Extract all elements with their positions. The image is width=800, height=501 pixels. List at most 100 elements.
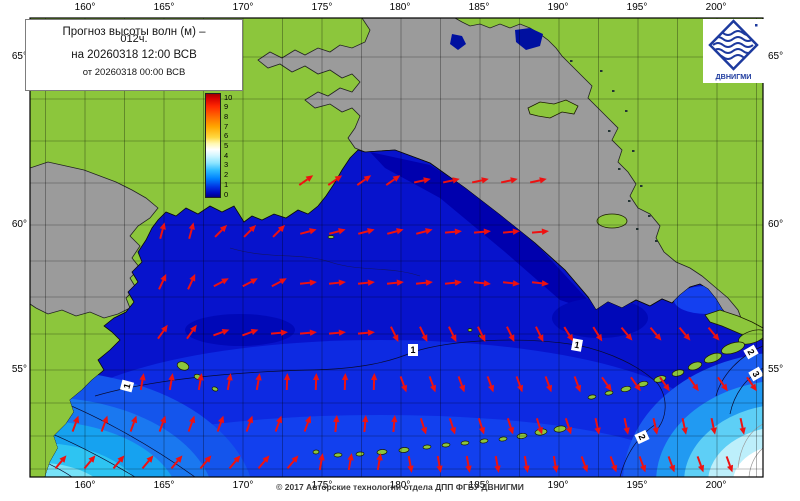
island (460, 440, 470, 446)
island (327, 235, 335, 239)
wave-arrow-icon (112, 455, 125, 470)
colorbar-tick-label: 9 (224, 102, 229, 112)
wave-arrow-icon (242, 278, 258, 288)
wave-arrow-icon (214, 224, 228, 238)
wave-arrow-icon (298, 175, 314, 186)
wave-arrow-icon (652, 417, 659, 435)
wave-arrow-icon (494, 455, 501, 473)
island (355, 451, 365, 457)
wave-arrow-icon (327, 175, 343, 186)
contour-value-labels: 1 1 1 2 3 2 (119, 338, 763, 445)
coastal-speckle (648, 215, 651, 217)
lon-label: 200° (705, 2, 727, 13)
svg-text:1: 1 (574, 340, 581, 351)
island (604, 390, 614, 396)
coastal-speckle (625, 110, 628, 112)
contour-label: 1 (119, 379, 135, 393)
logo-org-name: ДВНИГМИ (716, 72, 752, 81)
wave-direction-arrows (54, 175, 757, 473)
wave-arrow-icon (415, 279, 433, 286)
island (376, 449, 388, 455)
coastal-speckle (628, 200, 631, 202)
wave-arrow-icon (226, 373, 233, 391)
wave-arrow-icon (257, 455, 270, 470)
wave-arrow-icon (535, 326, 544, 342)
wave-arrow-icon (299, 329, 317, 336)
lat-label: 55° (11, 364, 27, 375)
wave-arrow-icon (318, 453, 325, 471)
lon-label: 185° (468, 2, 490, 13)
lon-label: 195° (626, 2, 648, 13)
wave-arrow-icon (739, 417, 746, 435)
lon-label: 175° (311, 480, 333, 491)
wave-arrow-icon (573, 376, 582, 393)
wave-arrow-icon (544, 376, 553, 393)
wave-arrow-icon (333, 415, 340, 433)
wave-arrow-icon (448, 418, 456, 435)
wave-arrow-icon (506, 326, 515, 342)
wave-arrow-icon (357, 329, 375, 336)
wave-arrow-icon (299, 228, 317, 235)
colorbar-tick-label: 6 (224, 131, 229, 141)
wave-arrow-icon (386, 279, 404, 286)
logo-graphic: ДВНИГМИ (708, 19, 759, 81)
wave-arrow-icon (473, 280, 491, 287)
lon-label: 200° (705, 480, 727, 491)
koryak-ice-patch (30, 161, 159, 319)
coastal-speckle (632, 150, 635, 152)
wave-arrow-icon (71, 415, 80, 432)
wave-arrow-icon (413, 177, 431, 184)
svg-text:3: 3 (750, 369, 761, 378)
colorbar-tick-label: 1 (224, 179, 229, 189)
wave-arrow-icon (419, 418, 427, 435)
coastal-speckle (608, 130, 611, 132)
contour-label: 3 (748, 366, 763, 382)
wave-arrow-icon (158, 273, 167, 290)
wave-arrow-icon (638, 456, 647, 473)
wave-arrow-icon (436, 455, 443, 473)
wave-arrow-icon (213, 278, 229, 288)
forecast-valid-time: на 20260318 12:00 ВСВ (71, 49, 197, 61)
wave-arrow-icon (271, 278, 287, 288)
lon-label: 170° (232, 2, 254, 13)
lon-label: 190° (547, 480, 569, 491)
lon-label: 175° (311, 2, 333, 13)
wave-arrow-icon (312, 373, 320, 391)
forecast-lead-time: 012ч. (120, 33, 148, 45)
wave-arrow-icon (157, 324, 168, 340)
forecast-issue-time: от 20260318 00:00 ВСВ (82, 67, 186, 78)
nunivak-island (596, 213, 628, 229)
colorbar-tick-label: 8 (224, 111, 229, 121)
agency-logo: ДВНИГМИ (703, 19, 764, 83)
wave-arrow-icon (370, 373, 378, 391)
colorbar-tick-label: 2 (224, 170, 229, 180)
wave-arrow-icon (283, 373, 291, 391)
lat-label: 60° (768, 219, 784, 230)
wave-arrow-icon (563, 326, 574, 342)
wave-arrow-icon (303, 415, 312, 432)
svg-text:2: 2 (745, 347, 756, 356)
wave-arrow-icon (376, 453, 383, 471)
wave-arrow-icon (678, 326, 691, 341)
wave-arrow-icon (299, 279, 317, 286)
wave-arrow-icon (347, 453, 354, 471)
wave-arrow-icon (197, 373, 204, 391)
island (211, 386, 219, 392)
lon-label: 185° (468, 480, 490, 491)
wave-arrow-icon (531, 280, 549, 287)
wave-arrow-icon (552, 455, 559, 473)
wave-arrow-icon (187, 273, 196, 290)
wave-arrow-icon (594, 417, 601, 435)
wave-arrow-icon (328, 228, 346, 235)
colorbar-tick-label: 10 (224, 92, 233, 102)
lon-label: 170° (232, 480, 254, 491)
wave-arrow-icon (356, 175, 372, 186)
wave-arrow-icon (328, 279, 346, 286)
wave-arrow-icon (386, 228, 404, 235)
wave-arrow-icon (500, 177, 518, 184)
island (721, 341, 745, 355)
wave-arrow-icon (228, 455, 241, 470)
wave-arrow-icon (83, 455, 96, 470)
wave-arrow-icon (415, 228, 433, 235)
wave-arrow-icon (170, 455, 183, 470)
